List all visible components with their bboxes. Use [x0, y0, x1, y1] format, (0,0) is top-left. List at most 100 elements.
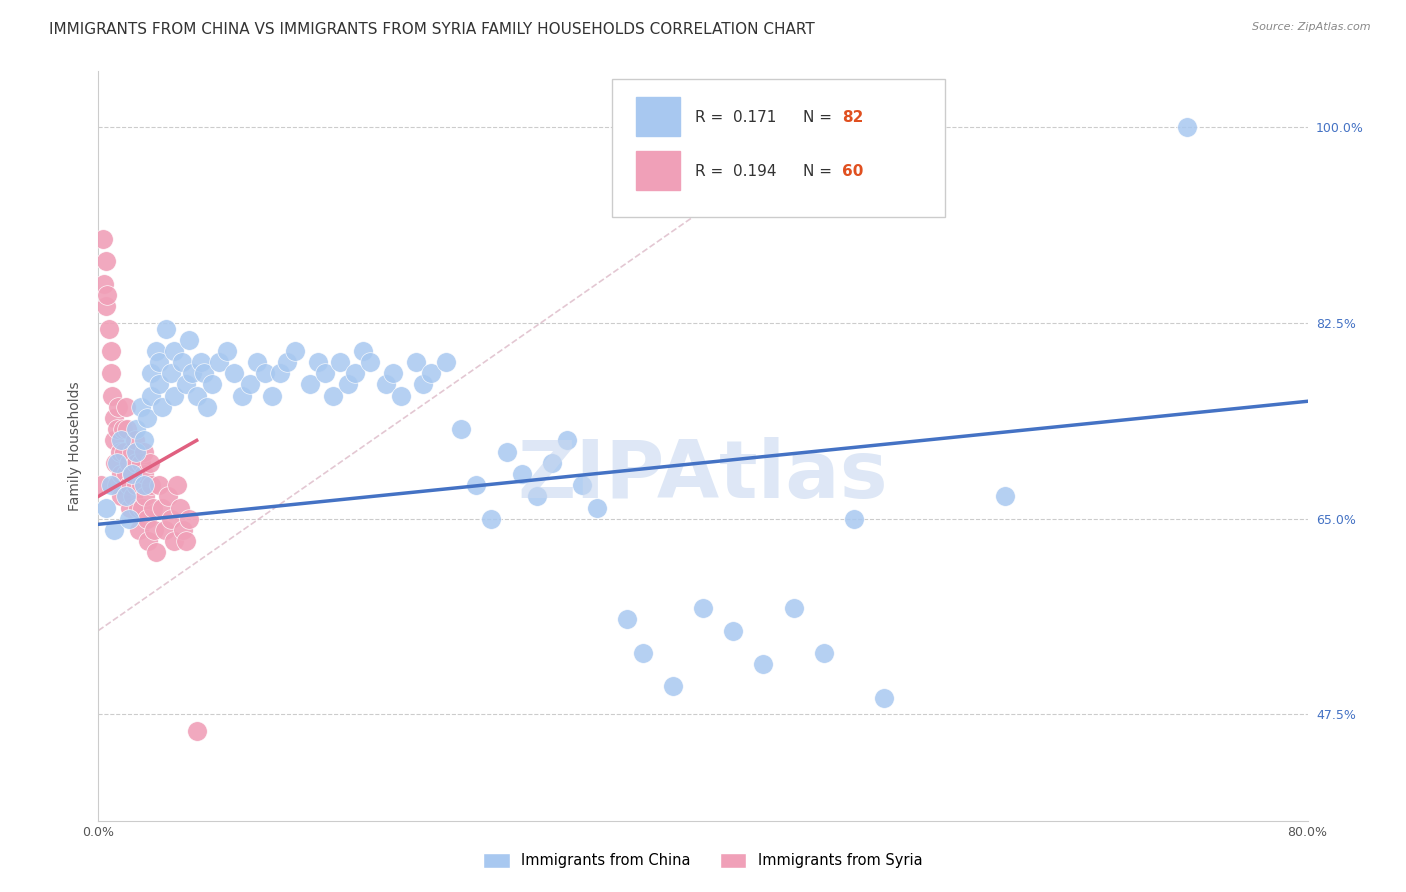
Point	[141, 367, 163, 381]
Point	[120, 500, 142, 515]
Point	[103, 523, 125, 537]
Legend: Immigrants from China, Immigrants from Syria: Immigrants from China, Immigrants from S…	[477, 846, 929, 876]
Point	[163, 534, 186, 549]
Point	[450, 422, 472, 436]
Point	[94, 254, 117, 268]
Point	[276, 355, 298, 369]
Point	[105, 456, 128, 470]
Point	[661, 680, 683, 694]
Point	[163, 389, 186, 403]
Point	[571, 478, 593, 492]
Point	[143, 523, 166, 537]
Point	[121, 444, 143, 458]
Point	[174, 534, 197, 549]
Point	[93, 277, 115, 291]
Point	[115, 422, 138, 436]
Point	[1175, 120, 1198, 135]
Point	[616, 612, 638, 626]
Point	[201, 377, 224, 392]
Point	[141, 389, 163, 403]
Point	[132, 478, 155, 492]
Point	[269, 367, 291, 381]
Point	[110, 489, 132, 503]
Point	[586, 500, 609, 515]
Point	[752, 657, 775, 671]
Text: R =  0.171: R = 0.171	[695, 110, 776, 125]
Point	[112, 444, 135, 458]
Point	[134, 489, 156, 503]
Point	[153, 523, 176, 537]
Point	[110, 467, 132, 481]
Point	[127, 500, 149, 515]
Point	[174, 377, 197, 392]
Point	[135, 511, 157, 525]
Point	[224, 367, 246, 381]
Point	[495, 444, 517, 458]
Point	[352, 343, 374, 358]
Point	[193, 367, 215, 381]
Point	[181, 367, 204, 381]
Point	[155, 321, 177, 335]
Point	[121, 467, 143, 481]
Point	[246, 355, 269, 369]
Point	[114, 467, 136, 481]
Point	[135, 411, 157, 425]
Point	[994, 489, 1017, 503]
Point	[103, 434, 125, 448]
Point	[104, 456, 127, 470]
Point	[111, 422, 134, 436]
Point	[322, 389, 344, 403]
Point	[405, 355, 427, 369]
Point	[631, 646, 654, 660]
Point	[723, 624, 745, 638]
Point	[239, 377, 262, 392]
Point	[131, 500, 153, 515]
Point	[314, 367, 336, 381]
Point	[195, 400, 218, 414]
Text: N =: N =	[803, 164, 832, 179]
Point	[94, 299, 117, 313]
Point	[434, 355, 457, 369]
Point	[186, 389, 208, 403]
Point	[141, 478, 163, 492]
Point	[132, 434, 155, 448]
Point	[510, 467, 533, 481]
Point	[169, 500, 191, 515]
Point	[172, 523, 194, 537]
Text: Source: ZipAtlas.com: Source: ZipAtlas.com	[1253, 22, 1371, 32]
Point	[412, 377, 434, 392]
Text: 82: 82	[842, 110, 863, 125]
Point	[114, 400, 136, 414]
Point	[190, 355, 212, 369]
Point	[420, 367, 443, 381]
Point	[555, 434, 578, 448]
Point	[873, 690, 896, 705]
Point	[150, 500, 173, 515]
Point	[179, 333, 201, 347]
Point	[132, 467, 155, 481]
Point	[160, 367, 183, 381]
Point	[145, 545, 167, 559]
Point	[125, 444, 148, 458]
Point	[253, 367, 276, 381]
Point	[148, 377, 170, 392]
Text: 60: 60	[842, 164, 863, 179]
Point	[96, 288, 118, 302]
Point	[103, 411, 125, 425]
Point	[129, 456, 152, 470]
Point	[844, 511, 866, 525]
Point	[91, 232, 114, 246]
Point	[284, 343, 307, 358]
Point	[692, 601, 714, 615]
Point	[540, 456, 562, 470]
Point	[105, 422, 128, 436]
Point	[121, 467, 143, 481]
FancyBboxPatch shape	[637, 152, 681, 190]
Point	[215, 343, 238, 358]
Point	[336, 377, 359, 392]
Point	[110, 434, 132, 448]
Point	[179, 511, 201, 525]
Point	[125, 478, 148, 492]
Point	[344, 367, 367, 381]
Point	[145, 343, 167, 358]
